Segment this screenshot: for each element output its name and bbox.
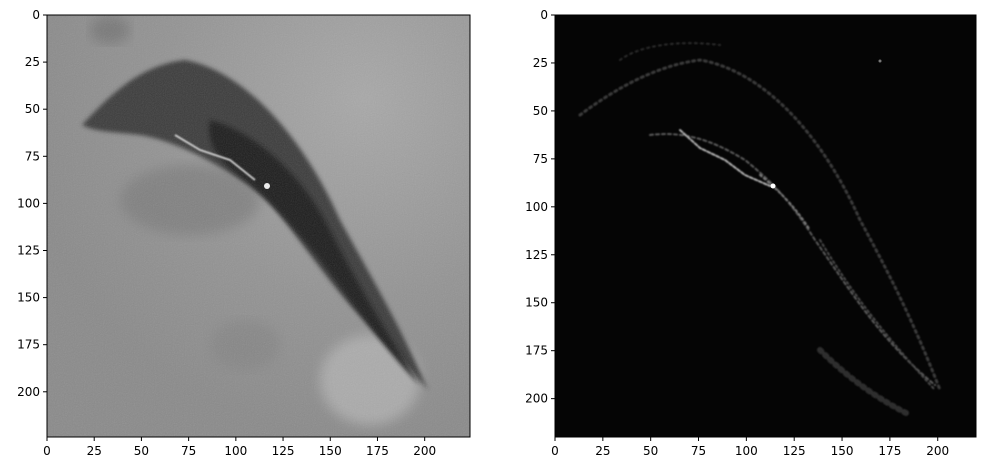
edge-response-image-x-tick-label-200: 200 bbox=[926, 444, 949, 458]
grayscale-image-y-tick-label-0: 0 bbox=[32, 8, 40, 22]
right-image-frame bbox=[554, 14, 977, 438]
grayscale-image-y-tick-label-50: 50 bbox=[25, 102, 40, 116]
edge-response-image-x-tick-label-25: 25 bbox=[595, 444, 610, 458]
right-edge-traces bbox=[578, 42, 942, 418]
grayscale-image-y-tick-label-175: 175 bbox=[17, 338, 40, 352]
edge-response-image-x-tick-label-0: 0 bbox=[551, 444, 559, 458]
edge-response-image-x-tick-label-125: 125 bbox=[783, 444, 806, 458]
grayscale-image-y-tick-label-200: 200 bbox=[17, 385, 40, 399]
left-image-frame bbox=[46, 14, 471, 438]
axes-layer: 0 25 50 75 100 125 150 175 200 0 25 50 75 100 125 150 17… bbox=[17, 8, 949, 458]
grayscale-image-y-tick-label-75: 75 bbox=[25, 149, 40, 163]
grayscale-image-x-tick-label-25: 25 bbox=[87, 444, 102, 458]
right-image-background bbox=[555, 15, 976, 437]
right-bright-dot bbox=[878, 59, 882, 63]
grayscale-image-x-tick-label-0: 0 bbox=[43, 444, 51, 458]
grayscale-image-x-tick-label-125: 125 bbox=[272, 444, 295, 458]
edge-response-image-y-tick-label-0: 0 bbox=[540, 8, 548, 22]
grayscale-image-y-tick-label-125: 125 bbox=[17, 243, 40, 257]
grayscale-image-y-tick-label-100: 100 bbox=[17, 196, 40, 210]
edge-response-image-x-tick-label-175: 175 bbox=[878, 444, 901, 458]
edge-response-image-y-tick-label-175: 175 bbox=[525, 344, 548, 358]
edge-response-image-y-tick-label-50: 50 bbox=[533, 104, 548, 118]
grayscale-image-y-tick-label-150: 150 bbox=[17, 291, 40, 305]
edge-response-image-y-tick-label-75: 75 bbox=[533, 152, 548, 166]
edge-response-image-x-tick-label-75: 75 bbox=[691, 444, 706, 458]
grayscale-image-x-tick-label-200: 200 bbox=[413, 444, 436, 458]
left-image-panel bbox=[47, 15, 470, 437]
grayscale-image-x-tick-label-50: 50 bbox=[134, 444, 149, 458]
grayscale-image-x-tick-label-150: 150 bbox=[319, 444, 342, 458]
grayscale-image-y-tick-label-25: 25 bbox=[25, 55, 40, 69]
edge-response-image-y-tick-label-125: 125 bbox=[525, 248, 548, 262]
edge-response-image-x-tick-label-100: 100 bbox=[735, 444, 758, 458]
grayscale-image-x-tick-label-75: 75 bbox=[181, 444, 196, 458]
edge-response-image-y-tick-label-150: 150 bbox=[525, 296, 548, 310]
grayscale-image-x-tick-label-100: 100 bbox=[224, 444, 247, 458]
edge-response-image-x-tick-label-150: 150 bbox=[831, 444, 854, 458]
right-glint bbox=[770, 183, 776, 189]
grayscale-image-x-tick-label-175: 175 bbox=[366, 444, 389, 458]
edge-response-image-y-tick-label-200: 200 bbox=[525, 392, 548, 406]
edge-response-image-y-tick-label-25: 25 bbox=[533, 56, 548, 70]
edge-response-image-x-tick-label-50: 50 bbox=[643, 444, 658, 458]
right-image-panel bbox=[555, 15, 976, 437]
edge-response-image-y-tick-label-100: 100 bbox=[525, 200, 548, 214]
